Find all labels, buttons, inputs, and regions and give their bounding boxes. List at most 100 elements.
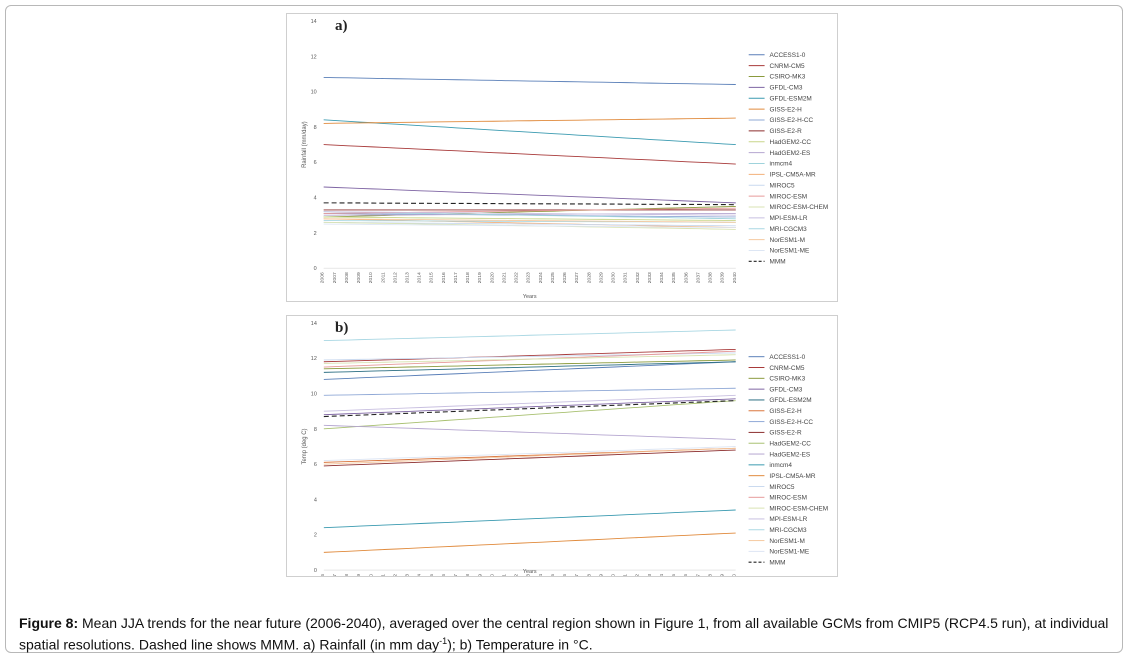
legend-label: GISS-E2-H <box>769 408 802 415</box>
x-tick-label: 2014 <box>417 272 423 283</box>
y-tick-label: 14 <box>311 321 317 327</box>
x-tick-label: 2022 <box>514 574 520 576</box>
series-line-csiro-mk3 <box>323 359 736 370</box>
x-tick-label: 2010 <box>368 574 374 576</box>
x-tick-label: 2029 <box>598 574 604 576</box>
x-tick-label: 2016 <box>441 272 447 283</box>
x-tick-label: 2029 <box>598 272 604 283</box>
x-tick-label: 2037 <box>695 574 701 576</box>
y-tick-label: 10 <box>311 90 317 96</box>
legend-label: MMM <box>769 559 785 566</box>
x-tick-label: 2012 <box>393 574 399 576</box>
legend-label: CNRM-CM5 <box>769 365 804 372</box>
legend-label: MRI-CGCM3 <box>770 226 808 233</box>
series-line-ipsl-cm5a-mr <box>323 218 736 229</box>
series-line-cnrm-cm5 <box>323 348 736 363</box>
x-tick-label: 2013 <box>405 272 411 283</box>
series-line-mpi-esm-lr <box>323 211 736 216</box>
series-line-ipsl-cm5a-mr <box>323 532 736 553</box>
x-tick-label: 2035 <box>671 272 677 283</box>
x-tick-label: 2036 <box>683 574 689 576</box>
x-tick-label: 2012 <box>392 272 398 283</box>
x-tick-label: 2026 <box>562 272 568 283</box>
series-line-hadgem2-cc <box>323 400 736 430</box>
x-tick-label: 2022 <box>514 272 520 283</box>
x-tick-label: 2038 <box>707 574 713 576</box>
x-tick-label: 2037 <box>695 272 701 283</box>
x-tick-label: 2028 <box>586 574 592 576</box>
x-tick-label: 2008 <box>344 574 350 576</box>
x-tick-label: 2023 <box>526 574 532 576</box>
legend-label: ACCESS1-0 <box>769 354 805 361</box>
legend-label: MIROC-ESM <box>769 495 807 502</box>
x-tick-label: 2017 <box>453 272 459 283</box>
x-tick-label: 2024 <box>538 574 544 576</box>
series-line-gfdl-cm3 <box>323 398 736 416</box>
series-line-giss-e2-h <box>323 117 736 124</box>
series-line-miroc-esm-chem <box>323 354 736 364</box>
x-tick-label: 2010 <box>368 272 374 283</box>
legend-label: GFDL-CM3 <box>769 386 802 393</box>
series-line-gfdl-esm2m <box>323 119 736 146</box>
y-tick-label: 10 <box>311 392 317 398</box>
x-tick-label: 2014 <box>417 574 423 576</box>
legend-label: inmcm4 <box>770 161 793 168</box>
x-tick-label: 2018 <box>465 272 471 283</box>
y-tick-label: 0 <box>314 568 317 574</box>
legend-label: CSIRO-MK3 <box>770 74 806 81</box>
x-tick-label: 2023 <box>526 272 532 283</box>
series-line-mmm <box>323 202 736 206</box>
legend-label: CSIRO-MK3 <box>769 376 805 383</box>
legend-label: GFDL-CM3 <box>770 85 803 92</box>
chart-panel-b: 0 2 4 6 8 10 12 14 Temp (deg C) 2006 2007 2008 2009 2… <box>286 315 838 577</box>
x-tick-label: 2035 <box>671 574 677 576</box>
legend-label: HadGEM2-ES <box>769 451 810 458</box>
series-line-noresm1-me <box>323 223 736 229</box>
legend-label: MPI-ESM-LR <box>769 516 807 523</box>
x-tick-label: 2030 <box>611 272 617 283</box>
legend-label: HadGEM2-CC <box>769 441 811 448</box>
legend-label: GISS-E2-R <box>769 430 802 437</box>
y-axis-label: Temp (deg C) <box>302 428 308 464</box>
x-tick-label: 2009 <box>356 574 362 576</box>
legend-label: NorESM1-M <box>769 538 804 545</box>
series-line-cnrm-cm5 <box>323 144 736 165</box>
x-tick-label: 2007 <box>332 272 338 283</box>
y-tick-label: 8 <box>314 427 317 433</box>
x-tick-label: 2021 <box>501 272 507 283</box>
legend-label: GFDL-ESM2M <box>769 397 811 404</box>
series-line-hadgem2-es <box>323 213 736 216</box>
x-tick-label: 2039 <box>720 272 726 283</box>
legend-label: GISS-E2-H-CC <box>770 117 814 124</box>
x-tick-label: 2019 <box>477 272 483 283</box>
x-tick-label: 2028 <box>586 272 592 283</box>
panel-b-label: b) <box>335 320 349 336</box>
series-line-giss-e2-r <box>323 449 736 467</box>
x-tick-label: 2038 <box>708 272 714 283</box>
x-tick-label: 2015 <box>429 272 435 283</box>
series-line-hadgem2-es <box>323 424 736 440</box>
x-tick-label: 2017 <box>453 574 459 576</box>
x-tick-label: 2009 <box>356 272 362 283</box>
legend-label: HadGEM2-ES <box>770 150 811 157</box>
x-tick-label: 2036 <box>683 272 689 283</box>
y-tick-label: 12 <box>311 54 317 60</box>
y-tick-label: 4 <box>314 196 317 202</box>
x-tick-label: 2018 <box>465 574 471 576</box>
series-line-access1-0 <box>323 77 736 85</box>
x-tick-label: 2020 <box>489 272 495 283</box>
x-tick-label: 2026 <box>562 574 568 576</box>
x-tick-label: 2027 <box>574 574 580 576</box>
x-tick-label: 2031 <box>623 574 629 576</box>
x-tick-label: 2033 <box>647 574 653 576</box>
series-line-access1-0 <box>323 361 736 380</box>
x-tick-label: 2032 <box>635 272 641 283</box>
legend-label: GISS-E2-H <box>770 106 803 113</box>
figure-caption: Figure 8: Mean JJA trends for the near f… <box>19 614 1114 654</box>
x-tick-label: 2020 <box>489 574 495 576</box>
x-tick-label: 2027 <box>574 272 580 283</box>
series-line-gfdl-esm2m <box>323 361 736 373</box>
legend-label: GISS-E2-R <box>770 128 803 135</box>
x-tick-label: 2025 <box>550 272 556 283</box>
series-line-inmcm4 <box>323 509 736 529</box>
